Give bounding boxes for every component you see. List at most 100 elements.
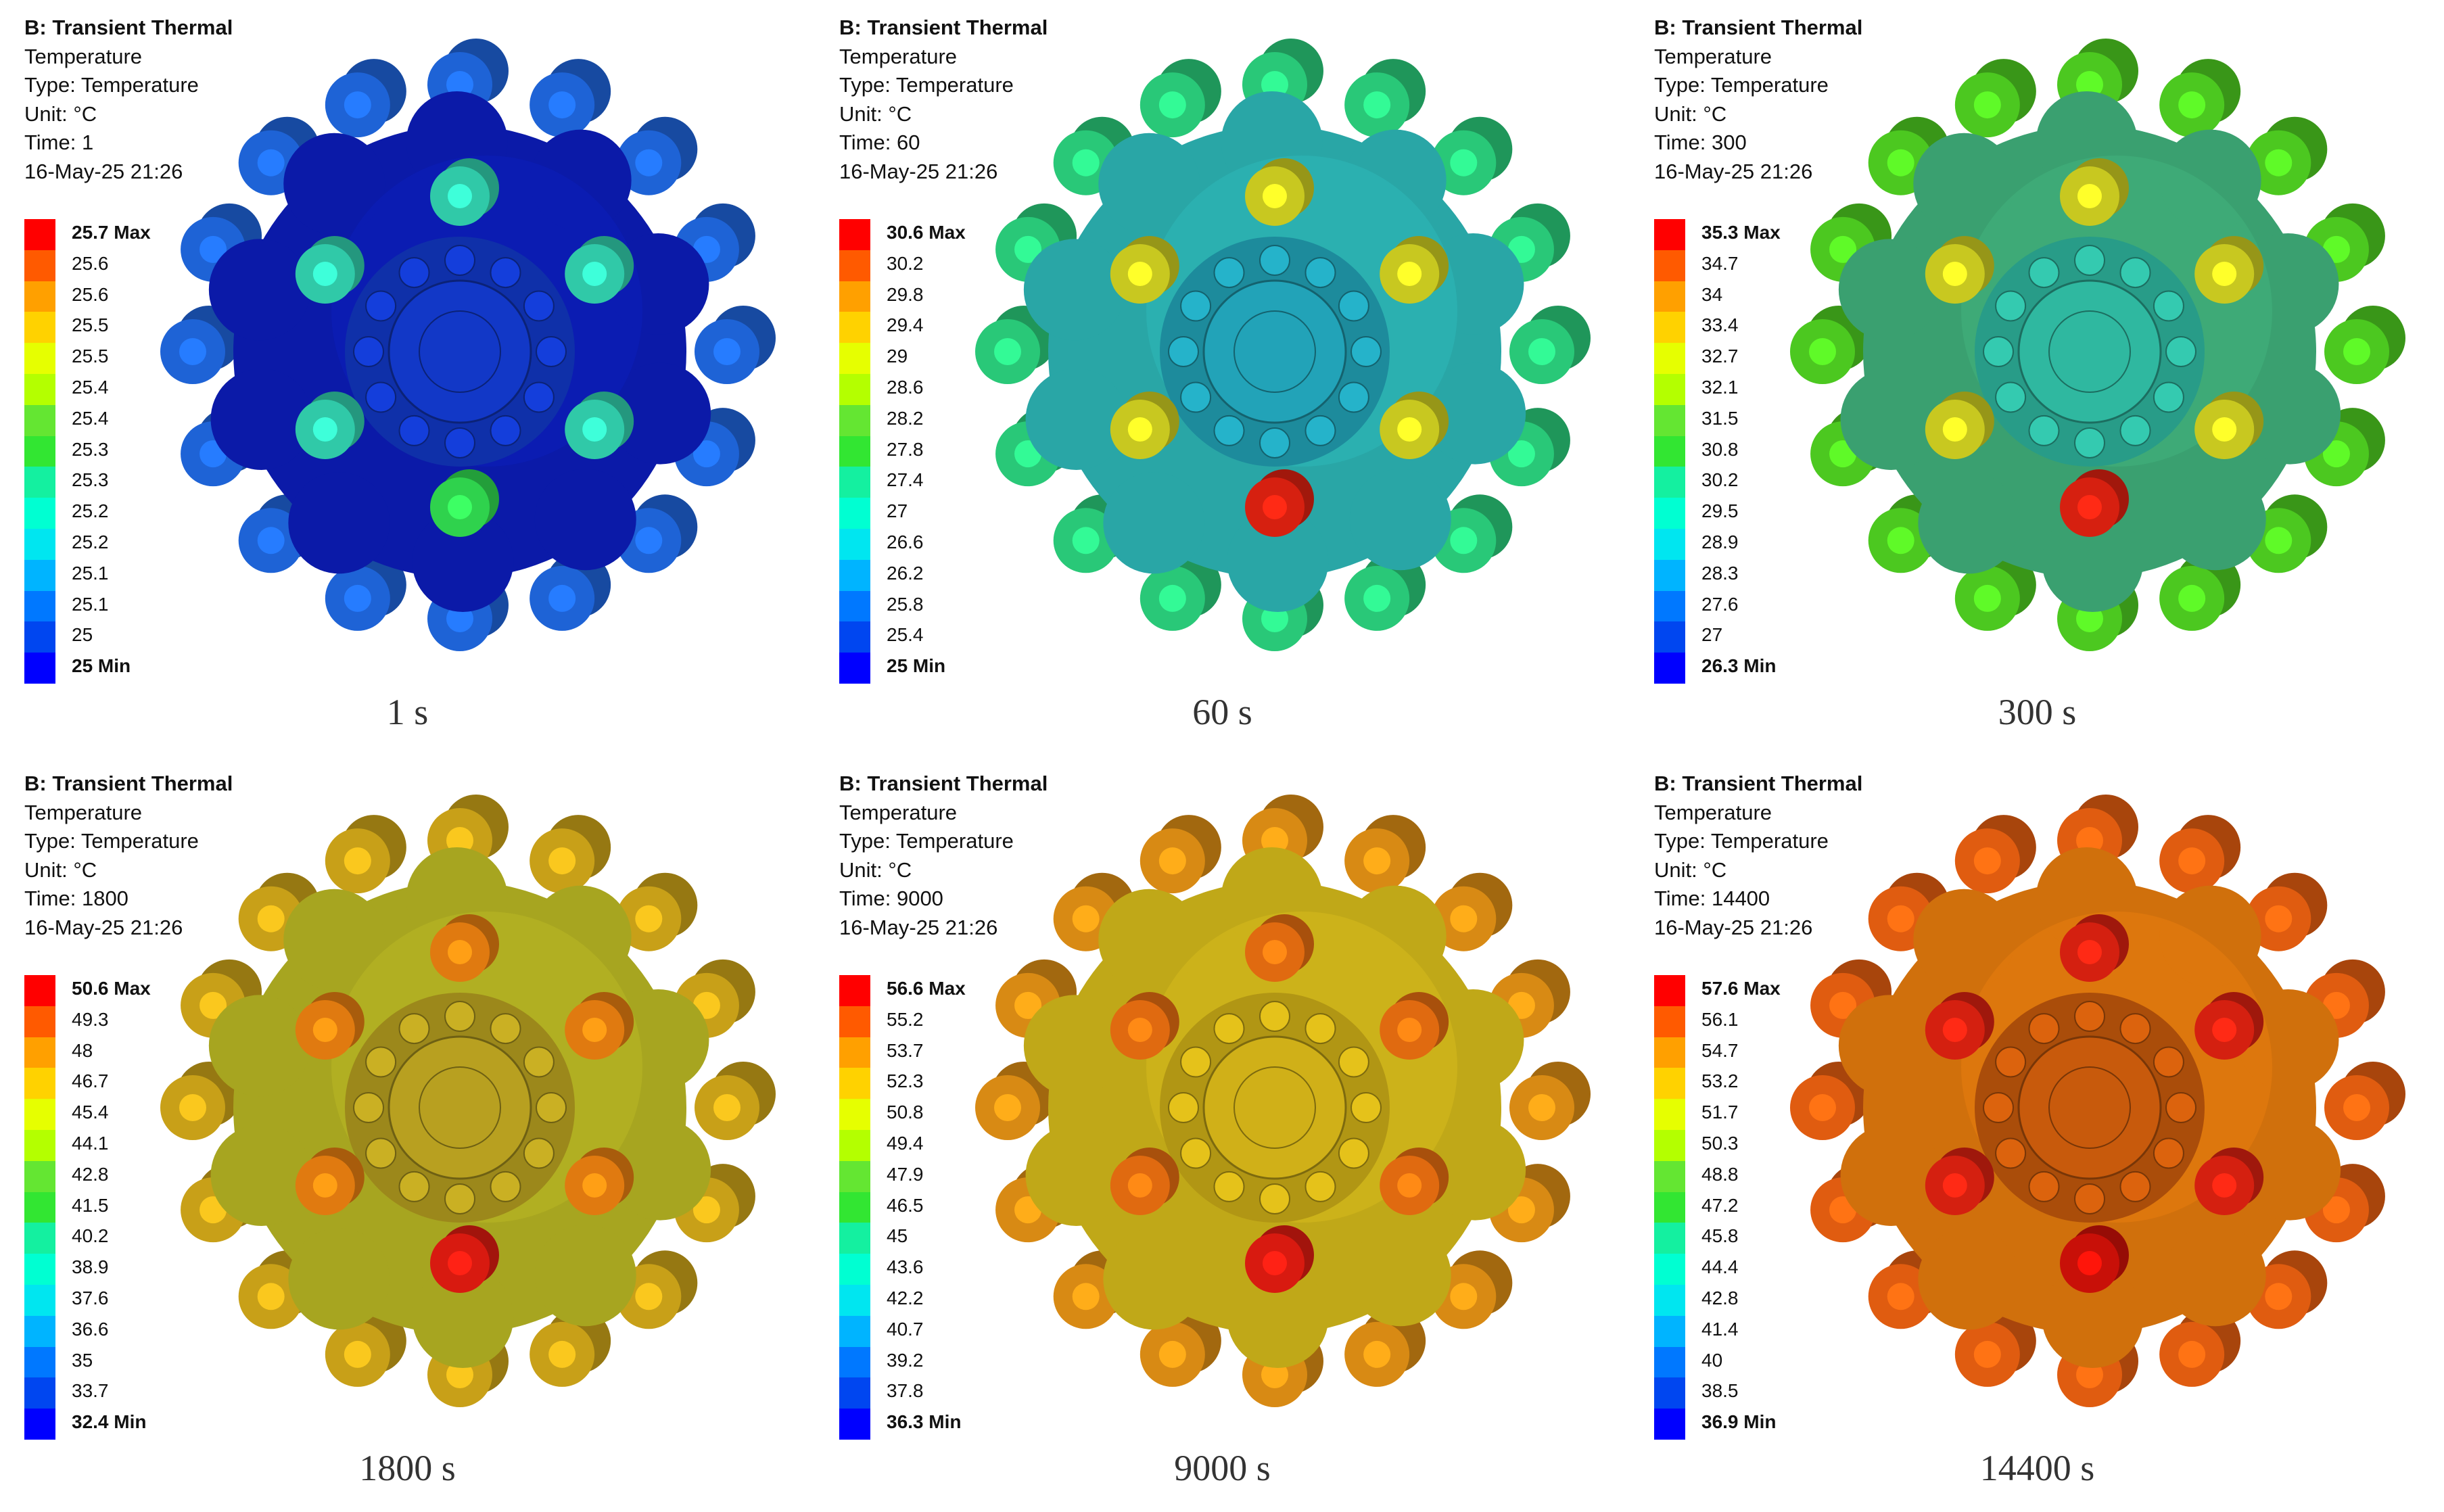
- inner-pin: [1110, 392, 1179, 459]
- outer-pin-bore: [257, 527, 285, 554]
- inner-pin-bore: [1263, 495, 1287, 519]
- inner-pin-bore: [448, 1251, 472, 1275]
- legend-label: 36.3 Min: [887, 1411, 962, 1433]
- inner-pin-bore: [312, 262, 337, 286]
- bearing-roller: [2165, 1092, 2196, 1123]
- result-type: Type: Temperature: [24, 73, 199, 97]
- legend-swatch: [24, 373, 55, 405]
- disk-lobe: [2042, 510, 2144, 612]
- disk-lobe: [1098, 133, 1200, 235]
- bearing-roller: [1338, 1137, 1369, 1169]
- inner-pin: [2060, 914, 2129, 982]
- outer-pin: [1954, 815, 2036, 894]
- disk-lobe: [2042, 1266, 2144, 1368]
- outer-pin-bore: [1507, 440, 1535, 468]
- inner-pin: [430, 469, 499, 537]
- legend-label: 46.7: [72, 1070, 109, 1092]
- legend-swatch: [24, 1099, 55, 1131]
- legend-swatch: [1654, 1284, 1685, 1316]
- legend-label: 42.8: [72, 1163, 109, 1185]
- outer-pin-bore: [446, 1361, 473, 1388]
- outer-pin-bore: [1887, 1283, 1914, 1310]
- legend-label: 50.8: [887, 1102, 924, 1123]
- legend-swatch: [1654, 528, 1685, 560]
- legend-label: 35.3 Max: [1701, 222, 1781, 243]
- outer-pin: [2324, 1062, 2405, 1140]
- legend-label: 48: [72, 1039, 93, 1061]
- outer-pin-bore: [2322, 1196, 2350, 1224]
- legend-swatch: [1654, 312, 1685, 344]
- inner-pin-bore: [1397, 262, 1422, 286]
- bearing-roller: [1180, 1137, 1212, 1169]
- legend-label: 25.5: [72, 314, 109, 336]
- inner-pin: [2194, 392, 2264, 459]
- inner-pin: [565, 992, 634, 1060]
- legend-swatch: [24, 1160, 55, 1192]
- outer-pin: [1509, 306, 1591, 384]
- bearing-roller: [1213, 257, 1245, 289]
- legend-label: 45.4: [72, 1102, 109, 1123]
- result-date: 16-May-25 21:26: [1654, 915, 1813, 939]
- result-date: 16-May-25 21:26: [839, 159, 998, 183]
- legend-label: 54.7: [1701, 1039, 1739, 1061]
- outer-pin-bore: [1450, 905, 1478, 932]
- inner-pin: [2060, 469, 2129, 537]
- legend-label: 41.5: [72, 1194, 109, 1216]
- time-caption: 300 s: [1998, 692, 2077, 732]
- outer-pin-bore: [199, 235, 227, 263]
- analysis-title: B: Transient Thermal: [839, 16, 1048, 39]
- inner-pin-bore: [2077, 184, 2102, 208]
- outer-pin-bore: [635, 527, 663, 554]
- legend-swatch: [1654, 343, 1685, 375]
- legend-label: 25.3: [72, 438, 109, 460]
- outer-pin: [616, 872, 698, 951]
- outer-pin: [530, 1308, 611, 1387]
- legend-label: 40.7: [887, 1318, 924, 1340]
- result-panel-1800s: B: Transient Thermal Temperature Type: T…: [0, 756, 815, 1512]
- outer-pin: [2246, 494, 2328, 573]
- disk-lobe: [283, 889, 385, 991]
- legend-label: 32.1: [1701, 376, 1739, 398]
- legend-swatch: [1654, 1254, 1685, 1285]
- legend-swatch: [839, 404, 870, 436]
- inner-pin: [1925, 236, 1994, 304]
- shaft-ring: [2048, 1066, 2131, 1149]
- inner-pin-bore: [1397, 1018, 1422, 1042]
- disk-lobe: [1025, 1124, 1127, 1226]
- inner-pin: [295, 392, 365, 459]
- inner-pin-bore: [582, 417, 607, 442]
- bearing-roller: [2028, 1171, 2060, 1202]
- outer-pin-bore: [713, 338, 741, 365]
- legend-label: 44.4: [1701, 1256, 1739, 1278]
- outer-pin-bore: [548, 847, 576, 875]
- legend-swatch: [839, 1068, 870, 1100]
- disk-lobe: [1098, 889, 1200, 991]
- legend-label: 34: [1701, 283, 1723, 305]
- outer-pin-bore: [1261, 71, 1288, 98]
- outer-pin-bore: [2076, 605, 2103, 632]
- legend-label: 33.4: [1701, 314, 1739, 336]
- bearing-roller: [523, 381, 555, 413]
- legend-label: 50.3: [1701, 1132, 1739, 1154]
- result-type: Type: Temperature: [24, 829, 199, 853]
- legend-swatch: [839, 1037, 870, 1068]
- legend-swatch: [24, 1409, 55, 1440]
- disk-lobe: [1838, 239, 1940, 341]
- bearing-roller: [2153, 1046, 2184, 1078]
- outer-pin-bore: [199, 991, 227, 1019]
- outer-pin-bore: [1261, 1361, 1288, 1388]
- legend-swatch: [839, 1223, 870, 1254]
- bearing-roller: [2028, 415, 2060, 446]
- outer-pin-bore: [548, 91, 576, 119]
- result-time: Time: 1800: [24, 887, 128, 910]
- outer-pin-bore: [635, 905, 663, 932]
- outer-pin: [2324, 306, 2405, 384]
- outer-pin: [695, 1062, 776, 1140]
- legend-swatch: [24, 404, 55, 436]
- inner-pin: [1110, 992, 1179, 1060]
- outer-pin: [1509, 1062, 1591, 1140]
- legend-label: 28.2: [887, 407, 924, 429]
- result-name: Temperature: [24, 44, 143, 68]
- inner-pin: [1925, 392, 1994, 459]
- legend-label: 47.9: [887, 1163, 924, 1185]
